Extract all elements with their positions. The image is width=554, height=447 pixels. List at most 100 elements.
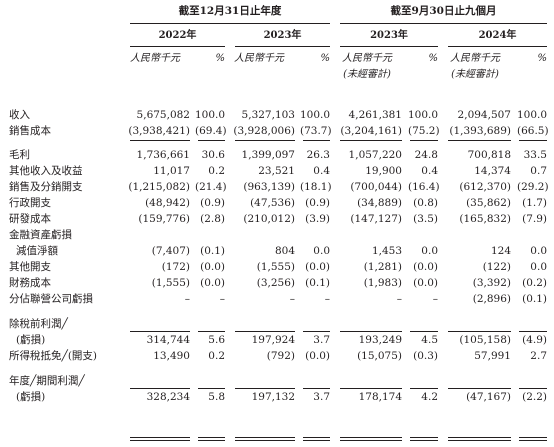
unit-percent: % — [428, 53, 438, 64]
percent-cell: 0.0 — [530, 245, 547, 257]
percent-cell: (2.8) — [200, 213, 225, 225]
header-rule — [340, 23, 547, 24]
amount-cell: – — [396, 293, 402, 305]
amount-cell: 4,261,381 — [348, 109, 402, 121]
double-rule — [235, 440, 295, 441]
double-rule — [340, 440, 402, 441]
percent-cell: (3.9) — [305, 213, 330, 225]
double-rule — [340, 437, 402, 438]
percent-cell: 100.0 — [517, 109, 548, 121]
amount-cell: (1,555) — [256, 261, 295, 273]
unit-rmb: 人民幣千元 — [130, 53, 180, 64]
percent-cell: (16.4) — [408, 181, 440, 193]
row-label: 銷售成本 — [9, 125, 51, 137]
amount-cell: (3,928,006) — [233, 125, 295, 137]
amount-cell: 1,453 — [371, 245, 402, 257]
amount-cell: – — [289, 293, 295, 305]
percent-cell: 33.5 — [523, 149, 547, 161]
amount-cell: 1,057,220 — [348, 149, 402, 161]
percent-cell: (0.1) — [200, 245, 225, 257]
amount-cell: (47,167) — [466, 391, 511, 403]
unit-rmb: 人民幣千元 — [342, 53, 392, 64]
percent-cell: 100.0 — [195, 109, 226, 121]
subtotal-rule — [519, 388, 547, 389]
percent-cell: (0.1) — [305, 277, 330, 289]
row-label: 除稅前利潤╱ — [9, 318, 68, 330]
double-rule — [303, 440, 330, 441]
subtotal-rule — [410, 140, 438, 141]
amount-cell: (612,370) — [459, 181, 511, 193]
amount-cell: 2,094,507 — [457, 109, 511, 121]
amount-cell: 11,017 — [153, 165, 190, 177]
amount-cell: (3,256) — [256, 277, 295, 289]
double-rule — [448, 440, 511, 441]
percent-cell: (0.1) — [522, 293, 547, 305]
percent-cell: (0.2) — [522, 277, 547, 289]
percent-cell: (0.3) — [413, 350, 438, 362]
header-nine-months: 截至9月30日止九個月 — [390, 5, 497, 17]
percent-cell: (0.0) — [200, 261, 225, 273]
double-rule — [410, 440, 438, 441]
double-rule — [519, 437, 547, 438]
amount-cell: (210,012) — [243, 213, 295, 225]
unit-rmb: 人民幣千元 — [234, 53, 284, 64]
subtotal-rule — [303, 140, 330, 141]
subtotal-rule — [410, 388, 438, 389]
subtotal-rule — [303, 331, 330, 332]
year-rule — [235, 46, 330, 47]
subtotal-rule — [448, 388, 511, 389]
amount-cell: (3,392) — [472, 277, 511, 289]
percent-cell: 0.0 — [421, 245, 438, 257]
amount-cell: (122) — [482, 261, 511, 273]
amount-cell: (1,215,082) — [128, 181, 190, 193]
percent-cell: (0.0) — [413, 277, 438, 289]
subtotal-rule — [448, 140, 511, 141]
percent-cell: (0.8) — [413, 197, 438, 209]
amount-cell: (165,832) — [459, 213, 511, 225]
amount-cell: (172) — [161, 261, 190, 273]
amount-cell: (159,776) — [138, 213, 190, 225]
percent-cell: (4.9) — [522, 334, 547, 346]
amount-cell: 804 — [274, 245, 295, 257]
percent-cell: – — [432, 293, 438, 305]
row-label: 其他收入及收益 — [9, 165, 83, 177]
amount-cell: 124 — [490, 245, 511, 257]
double-rule — [130, 440, 190, 441]
double-rule — [198, 440, 225, 441]
row-label: 毛利 — [9, 149, 30, 161]
amount-cell: 328,234 — [146, 391, 190, 403]
percent-cell: 3.7 — [313, 391, 330, 403]
subtotal-rule — [130, 331, 190, 332]
subtotal-rule — [198, 331, 225, 332]
double-rule — [303, 437, 330, 438]
amount-cell: 1,399,097 — [241, 149, 295, 161]
percent-cell: 0.0 — [530, 261, 547, 273]
year-rule — [130, 46, 225, 47]
unit-unaudited: (未經審計) — [343, 69, 391, 80]
unit-unaudited: (未經審計) — [451, 69, 499, 80]
amount-cell: (963,139) — [243, 181, 295, 193]
percent-cell: (1.7) — [522, 197, 547, 209]
double-rule — [519, 440, 547, 441]
amount-cell: (792) — [266, 350, 295, 362]
amount-cell: 1,736,661 — [136, 149, 190, 161]
percent-cell: 0.2 — [208, 165, 225, 177]
percent-cell: – — [219, 293, 225, 305]
amount-cell: (3,938,421) — [128, 125, 190, 137]
amount-cell: 14,374 — [474, 165, 511, 177]
amount-cell: (7,407) — [151, 245, 190, 257]
percent-cell: (0.9) — [200, 197, 225, 209]
amount-cell: 57,991 — [474, 350, 511, 362]
amount-cell: (34,889) — [357, 197, 402, 209]
year-header: 2023年 — [370, 30, 408, 41]
row-label: 年度╱期間利潤╱ — [9, 375, 85, 387]
year-rule — [340, 46, 438, 47]
header-year-ended: 截至12月31日止年度 — [178, 5, 282, 17]
subtotal-rule — [519, 140, 547, 141]
amount-cell: (1,983) — [363, 277, 402, 289]
percent-cell: 2.7 — [530, 350, 547, 362]
percent-cell: 4.2 — [421, 391, 438, 403]
year-rule — [448, 46, 547, 47]
double-rule — [130, 437, 190, 438]
percent-cell: (0.0) — [305, 261, 330, 273]
